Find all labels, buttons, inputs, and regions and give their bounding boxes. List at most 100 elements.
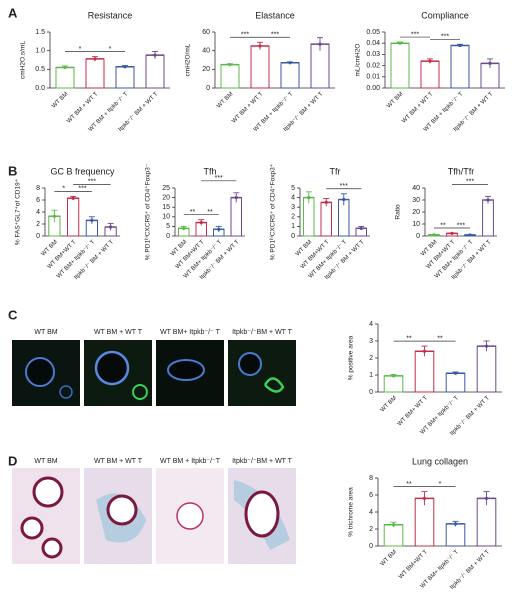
data-point	[486, 198, 490, 202]
image-title: WT BM + WT T	[94, 329, 143, 336]
micrograph	[84, 340, 152, 406]
panel-label: C	[8, 307, 18, 322]
data-point	[488, 61, 492, 65]
data-point	[422, 496, 427, 500]
micrograph	[156, 468, 224, 564]
y-tick-label: 6	[36, 197, 40, 204]
micrograph	[12, 340, 80, 406]
data-point	[422, 349, 427, 353]
data-point	[453, 371, 458, 375]
data-point	[288, 61, 292, 65]
data-point	[391, 523, 396, 527]
data-point	[52, 214, 56, 218]
chart-title: Lung collagen	[412, 456, 468, 466]
significance-label: **	[440, 222, 446, 229]
y-tick-label: 60	[202, 29, 210, 36]
panel-label: A	[8, 5, 18, 20]
y-tick-label: 0.00	[366, 85, 380, 92]
image-title: Itpkb⁻/⁻BM + WT T	[232, 329, 293, 336]
y-tick-label: 0	[369, 543, 373, 550]
significance-label: ***	[466, 179, 474, 186]
data-point	[123, 65, 127, 69]
y-axis-label: % positive area	[348, 335, 355, 380]
y-tick-label: 0.03	[366, 51, 380, 58]
y-tick-label: 0.5	[35, 66, 45, 73]
y-tick-label: 1	[369, 372, 373, 379]
y-tick-label: 20	[412, 209, 420, 216]
y-tick-label: 0.01	[366, 74, 380, 81]
chart-title: Resistance	[88, 10, 133, 20]
y-axis-label: cmH2O.s/mL	[20, 41, 27, 79]
image-title: WT BM	[34, 329, 57, 336]
chart-title: Tfr	[330, 166, 341, 176]
y-tick-label: 0.0	[35, 85, 45, 92]
data-point	[90, 218, 94, 222]
y-tick-label: 4	[36, 209, 40, 216]
data-point	[398, 41, 402, 45]
data-point	[228, 63, 232, 67]
y-tick-label: 0.05	[366, 29, 380, 36]
y-tick-label: 10	[412, 221, 420, 228]
y-tick-label: 0	[291, 233, 295, 240]
y-tick-label: 40	[412, 185, 420, 192]
data-point	[453, 522, 458, 526]
data-point	[318, 42, 322, 46]
y-tick-label: 5	[291, 185, 295, 192]
y-tick-label: 0	[369, 389, 373, 396]
y-tick-label: 1.5	[35, 29, 45, 36]
panel-label: D	[8, 453, 17, 468]
micrograph	[84, 468, 152, 564]
y-axis-label: % PD1ʰⁱCXCR5⁺ of CD4⁺Foxp3⁺	[269, 163, 277, 260]
significance-label: *	[109, 46, 112, 53]
y-tick-label: 30	[412, 197, 420, 204]
data-point	[359, 226, 363, 230]
y-tick-label: 8	[36, 185, 40, 192]
data-point	[93, 57, 97, 61]
y-tick-label: 0.02	[366, 62, 380, 69]
y-axis-label: Ratio	[395, 204, 402, 220]
y-tick-label: 20	[202, 66, 210, 73]
chart-title: Compliance	[421, 10, 469, 20]
data-point	[234, 196, 238, 200]
y-tick-label: 3	[291, 204, 295, 211]
data-point	[71, 196, 75, 200]
significance-label: ***	[271, 32, 279, 39]
y-tick-label: 5	[166, 223, 170, 230]
y-tick-label: 1.0	[35, 48, 45, 55]
micrograph	[12, 468, 80, 564]
significance-label: ***	[340, 183, 348, 190]
y-tick-label: 0	[416, 233, 420, 240]
data-point	[109, 225, 113, 229]
data-point	[199, 220, 203, 225]
y-axis-label: cmH2O/mL	[185, 43, 192, 76]
micrograph	[228, 340, 296, 406]
data-point	[63, 65, 67, 70]
data-point	[217, 227, 221, 231]
image-title: WT BM	[34, 458, 57, 465]
y-tick-label: 4	[369, 321, 373, 328]
significance-label: ***	[78, 186, 86, 193]
significance-label: **	[437, 335, 443, 342]
micrographs-d	[12, 468, 296, 564]
significance-label: ***	[457, 222, 465, 229]
y-tick-label: 25	[162, 185, 170, 192]
y-tick-label: 20	[162, 194, 170, 201]
significance-label: *	[62, 186, 65, 193]
data-point	[450, 231, 454, 235]
data-point	[342, 197, 346, 202]
y-axis-label: % FAS⁺GL7⁺of CD19⁺	[15, 178, 22, 245]
y-axis-label: % PD1ʰⁱCXCR5⁺ of CD4⁺Foxp3⁻	[144, 163, 152, 260]
data-point	[428, 59, 432, 63]
image-title: Itpkb⁻/⁻BM + WT T	[232, 458, 293, 465]
y-tick-label: 2	[369, 526, 373, 533]
y-axis-label: % trichrome area	[348, 487, 355, 537]
data-point	[258, 44, 262, 48]
y-tick-label: 10	[162, 214, 170, 221]
y-tick-label: 0.04	[366, 40, 380, 47]
image-title: WT BM + Itpkb⁻/⁻T	[160, 458, 221, 465]
data-point	[484, 344, 489, 348]
y-tick-label: 15	[162, 204, 170, 211]
data-point	[307, 196, 311, 200]
significance-label: ***	[241, 32, 249, 39]
